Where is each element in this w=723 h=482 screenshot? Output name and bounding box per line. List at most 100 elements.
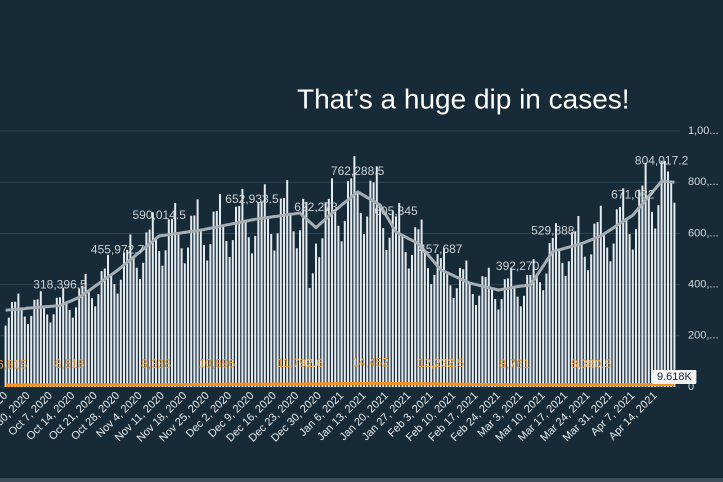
bar	[196, 199, 199, 387]
bar	[542, 290, 545, 387]
bar	[654, 228, 657, 387]
value-label: 392,270	[496, 259, 540, 273]
bar	[94, 306, 97, 387]
bar	[433, 274, 436, 387]
bar	[267, 217, 269, 387]
bar	[254, 235, 257, 387]
bar	[203, 245, 205, 387]
value-label: 8,380.5	[571, 357, 611, 371]
bar	[481, 276, 484, 387]
value-label: 11,792.6	[277, 356, 323, 370]
bar	[55, 297, 58, 387]
bar	[526, 275, 529, 387]
bar	[27, 324, 29, 387]
bar	[590, 254, 593, 387]
value-label: 9.618K	[657, 371, 693, 383]
y-tick-label: 200,...	[688, 330, 719, 342]
bar	[87, 290, 90, 387]
bar	[119, 279, 122, 387]
line	[5, 179, 675, 312]
bar	[206, 260, 209, 387]
bar	[635, 229, 637, 387]
bar	[484, 276, 487, 387]
bar	[516, 296, 519, 387]
bar	[427, 268, 429, 387]
bar	[164, 250, 167, 387]
bar	[331, 178, 333, 387]
bar	[257, 201, 260, 387]
bar	[132, 257, 135, 387]
bar	[494, 298, 497, 387]
bar	[452, 297, 455, 387]
bar	[644, 162, 647, 387]
bar	[414, 227, 417, 387]
bar	[78, 288, 81, 387]
bar	[286, 180, 289, 387]
bar	[625, 219, 628, 387]
bar	[311, 273, 314, 387]
bar	[500, 299, 503, 387]
bar	[487, 267, 490, 387]
bar	[513, 287, 516, 387]
bar	[228, 256, 231, 387]
bar	[36, 299, 39, 387]
bar	[139, 278, 141, 387]
bar	[199, 230, 202, 387]
bar	[30, 315, 33, 387]
value-label-box	[652, 370, 697, 384]
bar	[347, 181, 349, 387]
bar	[622, 188, 625, 387]
bar	[81, 285, 84, 387]
bar	[353, 156, 356, 387]
bar	[273, 250, 276, 387]
bar	[190, 215, 193, 387]
bar	[369, 180, 372, 387]
bar	[315, 243, 317, 387]
bar	[209, 244, 212, 387]
value-label: 804,017.2	[635, 153, 689, 167]
value-label: 762,288.5	[331, 164, 385, 178]
bar	[558, 249, 561, 387]
bar	[183, 263, 186, 387]
value-label: 8,338	[141, 357, 171, 371]
bar	[363, 233, 365, 387]
bar	[334, 210, 337, 387]
value-label: 10,896	[198, 356, 235, 370]
bar	[535, 275, 538, 387]
bar	[574, 231, 577, 387]
bar	[510, 267, 513, 387]
bar	[340, 241, 343, 387]
bar	[350, 178, 353, 387]
bar	[263, 184, 266, 387]
bar	[75, 307, 77, 387]
bar	[68, 309, 71, 387]
value-label: 457,687	[419, 242, 463, 256]
bar	[4, 325, 7, 387]
bar	[401, 235, 404, 387]
bar	[561, 262, 564, 387]
bar	[567, 261, 570, 387]
bar	[241, 188, 244, 387]
bar	[305, 201, 308, 387]
bar	[657, 205, 660, 387]
bar	[193, 215, 196, 387]
bar	[619, 207, 621, 387]
bar	[20, 308, 23, 387]
bar	[337, 225, 340, 387]
bar	[599, 205, 602, 387]
value-label: 12,232.5	[417, 356, 464, 370]
bar	[343, 220, 346, 387]
bar	[219, 193, 221, 387]
bar	[462, 269, 465, 387]
bar	[385, 250, 388, 387]
bar	[606, 247, 609, 387]
bar	[295, 248, 298, 387]
bar	[359, 212, 362, 387]
bar	[107, 254, 109, 387]
bar	[151, 212, 154, 387]
bar	[84, 273, 87, 387]
bar	[638, 189, 641, 387]
plot	[4, 156, 676, 387]
bar	[46, 314, 49, 387]
bar	[388, 237, 391, 387]
